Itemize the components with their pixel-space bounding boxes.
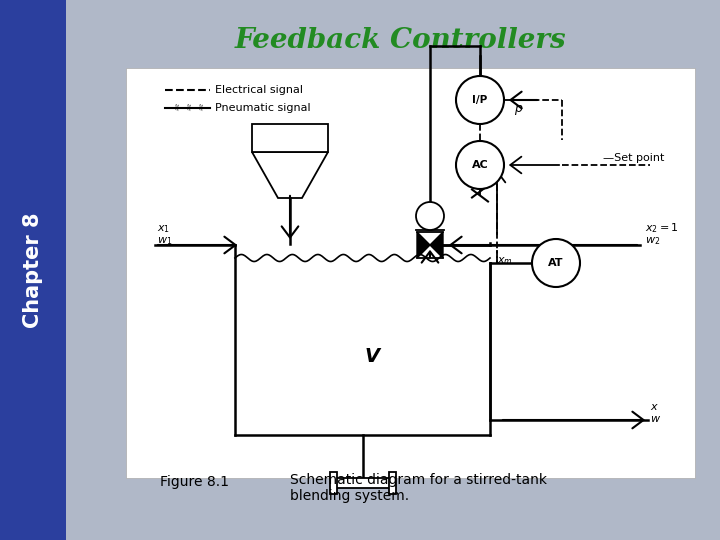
Text: $w_1$: $w_1$ [157,235,172,247]
Text: $x$: $x$ [650,402,659,412]
Bar [126,68,695,478]
Bar [252,124,328,152]
Text: AT: AT [548,258,564,268]
Polygon shape [430,232,443,258]
Text: Chapter 8: Chapter 8 [23,212,43,328]
Text: Pneumatic signal: Pneumatic signal [215,103,310,113]
Text: —Set point: —Set point [603,153,665,163]
Text: $x_m$: $x_m$ [497,255,513,267]
Text: Schematic diagram for a stirred-tank
blending system.: Schematic diagram for a stirred-tank ble… [290,473,547,503]
Circle shape [456,76,504,124]
Text: $x_1$: $x_1$ [157,223,170,235]
Bar [0,0,66,540]
Circle shape [532,239,580,287]
Text: Electrical signal: Electrical signal [215,85,303,95]
Bar [330,472,336,494]
Polygon shape [417,232,430,258]
Text: $\backslash\backslash$: $\backslash\backslash$ [196,101,206,113]
Text: I/P: I/P [472,95,487,105]
Text: Feedback Controllers: Feedback Controllers [234,27,566,54]
Bar [389,472,395,494]
Text: Figure 8.1: Figure 8.1 [160,475,229,489]
Circle shape [416,202,444,230]
Text: $p$: $p$ [514,103,523,117]
Text: V: V [365,347,380,366]
Circle shape [456,141,504,189]
Text: AC: AC [472,160,488,170]
Text: $x_2 = 1$: $x_2 = 1$ [645,221,679,235]
Text: $w_2$: $w_2$ [645,235,660,247]
Bar [330,478,395,488]
Text: $w$: $w$ [650,414,661,424]
Text: $\backslash\backslash$: $\backslash\backslash$ [172,101,182,113]
Text: $\backslash\backslash$: $\backslash\backslash$ [184,101,194,113]
Polygon shape [252,152,328,198]
